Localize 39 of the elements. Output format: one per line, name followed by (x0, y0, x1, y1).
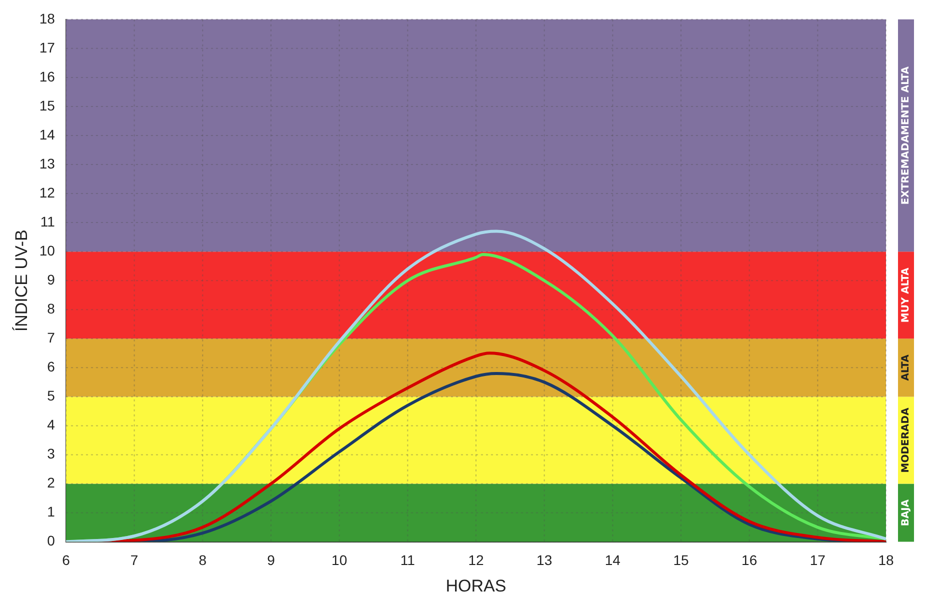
y-tick-label: 18 (39, 10, 56, 26)
x-tick-label: 14 (604, 552, 621, 568)
y-tick-label: 16 (39, 68, 56, 84)
x-tick-label: 7 (130, 552, 138, 568)
y-tick-label: 12 (39, 184, 56, 200)
y-tick-label: 1 (47, 504, 56, 520)
y-tick-label: 3 (47, 446, 56, 462)
band-label: EXTREMADAMENTE ALTA (900, 66, 912, 205)
y-tick-label: 14 (39, 126, 56, 142)
x-axis-title: HORAS (446, 576, 506, 596)
x-tick-label: 11 (400, 552, 416, 568)
y-tick-label: 8 (47, 300, 56, 316)
y-tick-label: 11 (40, 213, 56, 230)
y-tick-label: 0 (47, 532, 56, 549)
band-label: ALTA (900, 354, 912, 381)
y-tick-label: 13 (39, 155, 56, 172)
x-tick-label: 12 (468, 552, 484, 568)
band-label: MUY ALTA (900, 267, 912, 323)
x-tick-label: 16 (742, 552, 758, 568)
x-tick-label: 15 (673, 552, 689, 568)
y-tick-label: 10 (39, 242, 56, 258)
y-tick-label: 7 (47, 330, 56, 346)
x-tick-label: 6 (62, 552, 70, 568)
y-tick-label: 9 (47, 271, 56, 288)
y-tick-label: 5 (47, 388, 56, 404)
x-tick-label: 13 (536, 552, 552, 568)
y-tick-label: 17 (39, 39, 56, 56)
band-label: MODERADA (900, 407, 912, 473)
y-tick-label: 4 (47, 416, 56, 433)
x-tick-label: 9 (267, 552, 276, 568)
x-tick-label: 8 (198, 552, 207, 568)
y-tick-label: 15 (39, 97, 56, 114)
x-tick-label: 10 (332, 552, 348, 568)
y-tick-label: 6 (47, 358, 56, 375)
y-tick-label: 2 (47, 474, 56, 491)
x-tick-label: 17 (810, 552, 826, 568)
y-axis-title: ÍNDICE UV-B (12, 230, 31, 332)
x-tick-label: 18 (878, 552, 894, 568)
band-label: BAJA (900, 499, 912, 526)
